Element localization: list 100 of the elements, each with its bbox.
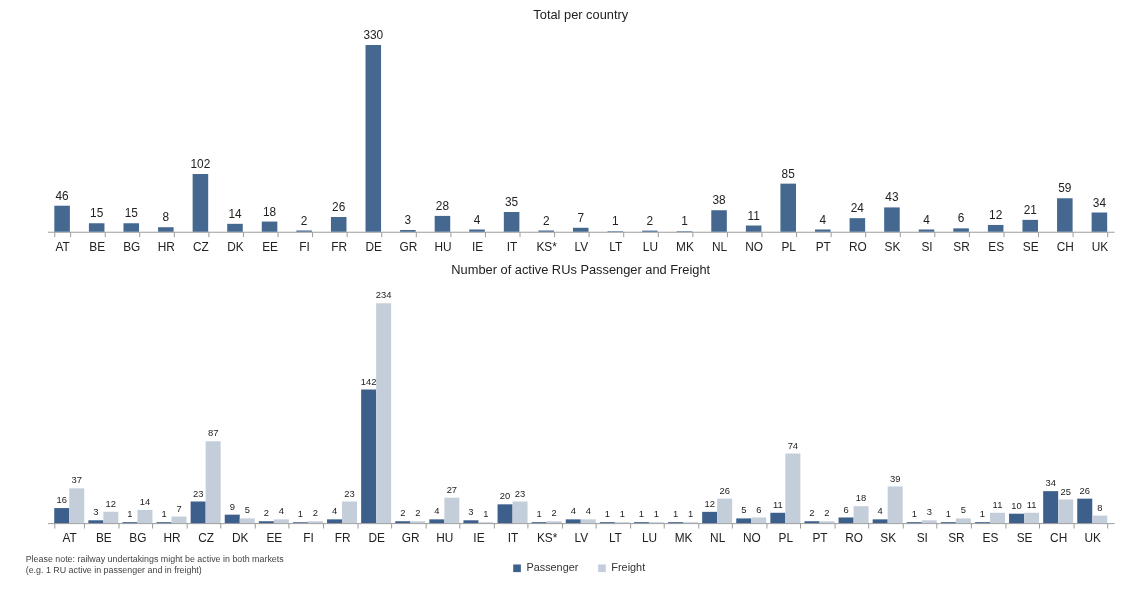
- bar: [770, 512, 786, 524]
- bar: [702, 511, 718, 524]
- bar: [330, 217, 347, 232]
- bar: [361, 389, 377, 524]
- text: Please note: railway undertakings might be active in both markets: [25, 553, 285, 564]
- data-label: 21: [1023, 202, 1038, 217]
- x-tick-label: DE: [365, 240, 383, 255]
- data-label: 35: [505, 195, 519, 210]
- data-label: 26: [1079, 485, 1090, 496]
- data-label: 39: [889, 473, 901, 484]
- data-label: 4: [570, 506, 576, 517]
- data-label: 43: [885, 190, 899, 205]
- x-tick-label: LV: [574, 240, 589, 255]
- data-label: 3: [926, 507, 932, 518]
- data-label: 12: [989, 208, 1003, 223]
- data-label: 1: [297, 509, 304, 520]
- data-label: 7: [176, 503, 182, 514]
- bar: [444, 497, 460, 524]
- data-label: 27: [446, 484, 458, 495]
- data-label: 8: [1097, 502, 1103, 513]
- bar: [953, 228, 969, 232]
- bar: [327, 519, 343, 524]
- x-tick-label: PT: [812, 531, 828, 546]
- data-label: 6: [756, 504, 762, 515]
- x-tick-label: KS*: [536, 240, 558, 255]
- bar: [224, 514, 240, 524]
- x-tick-label: NO: [742, 531, 761, 546]
- x-tick-label: SK: [880, 531, 897, 546]
- data-label: 102: [190, 157, 211, 172]
- bar: [376, 303, 392, 524]
- x-tick-label: UK: [1084, 531, 1102, 546]
- data-label: 2: [824, 508, 830, 519]
- data-label: 4: [923, 212, 931, 227]
- x-tick-label: CH: [1050, 531, 1068, 546]
- x-tick-label: MK: [676, 240, 694, 255]
- data-label: 2: [400, 508, 406, 519]
- data-label: 142: [360, 376, 377, 387]
- data-label: 3: [404, 213, 412, 228]
- data-label: 10: [1011, 500, 1022, 511]
- x-tick-label: RO: [845, 531, 863, 546]
- data-label: 4: [331, 506, 338, 517]
- data-label: 1: [911, 509, 917, 520]
- bar: [918, 229, 935, 232]
- bar: [717, 498, 733, 524]
- x-tick-label: SI: [916, 531, 928, 546]
- data-label: 2: [809, 508, 815, 519]
- x-tick-label: DE: [368, 531, 385, 546]
- x-tick-label: HR: [163, 531, 181, 546]
- x-tick-label: CZ: [193, 240, 209, 255]
- x-tick-label: BG: [123, 240, 141, 255]
- bar: [123, 223, 140, 232]
- bar: [711, 210, 727, 232]
- data-label: 11: [772, 499, 783, 510]
- bar: [463, 520, 479, 524]
- data-label: 234: [375, 290, 392, 301]
- data-label: 4: [877, 506, 883, 517]
- x-tick-label: MK: [674, 531, 693, 546]
- data-label: 37: [71, 475, 82, 486]
- bar: [497, 504, 513, 524]
- x-tick-label: KS*: [536, 531, 558, 546]
- x-tick-label: HU: [434, 240, 452, 255]
- x-tick-label: LT: [609, 240, 623, 255]
- x-tick-label: NO: [745, 240, 764, 255]
- bar: [955, 518, 971, 524]
- x-tick-label: AT: [62, 531, 77, 546]
- bar: [751, 517, 767, 524]
- bar: [838, 517, 854, 524]
- x-tick-label: SK: [884, 240, 901, 255]
- data-label: 1: [612, 214, 620, 229]
- data-label: 1: [672, 509, 679, 520]
- chart-title: Total per country: [533, 7, 629, 23]
- data-label: 4: [585, 506, 591, 517]
- x-tick-label: SR: [953, 240, 970, 255]
- x-tick-label: LT: [608, 531, 622, 546]
- data-label: 7: [577, 210, 585, 225]
- text: (e.g. 1 RU active in passenger and in freight): [25, 565, 202, 576]
- data-label: 24: [850, 201, 865, 216]
- bar: [1057, 198, 1073, 232]
- x-tick-label: FR: [334, 531, 351, 546]
- data-label: 34: [1045, 478, 1056, 489]
- bar: [88, 223, 105, 232]
- x-tick-label: HU: [436, 531, 454, 546]
- data-label: 23: [514, 488, 526, 499]
- x-tick-label: FR: [331, 240, 348, 255]
- data-label: 1: [945, 509, 951, 520]
- data-label: 2: [551, 508, 557, 519]
- x-tick-label: SE: [1016, 531, 1033, 546]
- data-label: 59: [1058, 181, 1072, 196]
- x-tick-label: BE: [89, 240, 106, 255]
- bar: [785, 453, 801, 524]
- bar: [205, 441, 221, 524]
- data-label: 18: [855, 493, 867, 504]
- data-label: 38: [712, 193, 727, 208]
- x-tick-label: ES: [988, 240, 1005, 255]
- x-tick-label: UK: [1091, 240, 1109, 255]
- bar: [342, 501, 358, 524]
- x-tick-label: GR: [401, 531, 420, 546]
- legend-label: Freight: [611, 561, 646, 574]
- bar: [273, 519, 289, 524]
- bar: [853, 506, 869, 524]
